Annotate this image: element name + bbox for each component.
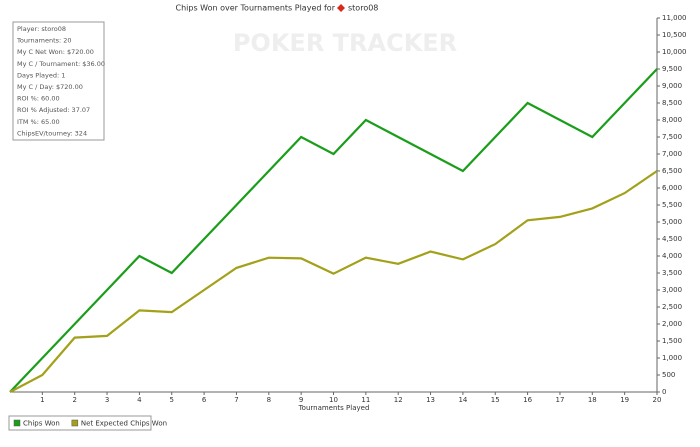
y-tick-label: 10,000 xyxy=(662,48,687,56)
x-tick-label: 14 xyxy=(458,396,467,404)
stats-line: My C / Day: $720.00 xyxy=(17,83,83,91)
x-tick-label: 20 xyxy=(653,396,662,404)
x-axis-label: Tournaments Played xyxy=(298,404,370,412)
y-tick-label: 3,000 xyxy=(662,286,682,294)
x-tick-label: 7 xyxy=(234,396,238,404)
x-tick-label: 17 xyxy=(555,396,564,404)
y-tick-label: 7,500 xyxy=(662,133,682,141)
y-tick-label: 8,000 xyxy=(662,116,682,124)
x-tick-label: 13 xyxy=(426,396,435,404)
legend-swatch xyxy=(71,419,79,427)
stats-box xyxy=(12,21,105,141)
y-tick-label: 9,000 xyxy=(662,82,682,90)
watermark: POKER TRACKER xyxy=(233,29,457,57)
legend-label: Net Expected Chips Won xyxy=(81,420,167,428)
y-tick-label: 1,000 xyxy=(662,354,682,362)
stats-line: ROI % Adjusted: 37.07 xyxy=(17,106,90,114)
x-tick-label: 15 xyxy=(491,396,500,404)
y-tick-label: 6,000 xyxy=(662,184,682,192)
stats-line: Player: storo08 xyxy=(17,25,66,33)
y-tick-label: 1,500 xyxy=(662,337,682,345)
y-tick-label: 7,000 xyxy=(662,150,682,158)
x-tick-label: 11 xyxy=(361,396,370,404)
stats-line: ITM %: 65.00 xyxy=(17,118,60,126)
stats-line: My C Net Won: $720.00 xyxy=(17,48,94,56)
legend-swatch xyxy=(13,419,21,427)
y-tick-label: 5,500 xyxy=(662,201,682,209)
x-tick-label: 4 xyxy=(137,396,142,404)
x-tick-label: 6 xyxy=(202,396,207,404)
series-line xyxy=(9,170,658,393)
legend-label: Chips Won xyxy=(23,420,60,428)
y-tick-label: 2,000 xyxy=(662,320,682,328)
x-tick-label: 5 xyxy=(170,396,174,404)
x-tick-label: 10 xyxy=(329,396,338,404)
y-tick-label: 4,000 xyxy=(662,252,682,260)
x-tick-label: 8 xyxy=(267,396,271,404)
y-tick-label: 4,500 xyxy=(662,235,682,243)
series-line xyxy=(9,68,658,393)
chart-title-player: storo08 xyxy=(348,4,378,13)
y-tick-label: 6,500 xyxy=(662,167,682,175)
chart-title: Chips Won over Tournaments Played for xyxy=(176,4,336,13)
x-tick-label: 9 xyxy=(299,396,303,404)
y-tick-label: 3,500 xyxy=(662,269,682,277)
y-tick-label: 8,500 xyxy=(662,99,682,107)
x-tick-label: 18 xyxy=(588,396,597,404)
stats-line: Days Played: 1 xyxy=(17,71,65,79)
x-tick-label: 16 xyxy=(523,396,532,404)
y-tick-label: 500 xyxy=(662,371,675,379)
stats-line: Tournaments: 20 xyxy=(16,37,72,45)
x-tick-label: 3 xyxy=(105,396,109,404)
player-icon xyxy=(337,4,345,12)
y-tick-label: 11,000 xyxy=(662,14,687,22)
x-tick-label: 19 xyxy=(620,396,629,404)
stats-line: My C / Tournament: $36.00 xyxy=(17,60,105,68)
y-tick-label: 9,500 xyxy=(662,65,682,73)
x-tick-label: 1 xyxy=(40,396,44,404)
y-tick-label: 0 xyxy=(662,388,666,396)
y-tick-label: 10,500 xyxy=(662,31,687,39)
x-tick-label: 12 xyxy=(394,396,403,404)
legend-box xyxy=(8,415,152,431)
x-tick-label: 2 xyxy=(72,396,76,404)
y-tick-label: 2,500 xyxy=(662,303,682,311)
y-tick-label: 5,000 xyxy=(662,218,682,226)
stats-line: ROI %: 60.00 xyxy=(17,95,60,103)
stats-line: ChipsEV/tourney: 324 xyxy=(17,129,87,137)
